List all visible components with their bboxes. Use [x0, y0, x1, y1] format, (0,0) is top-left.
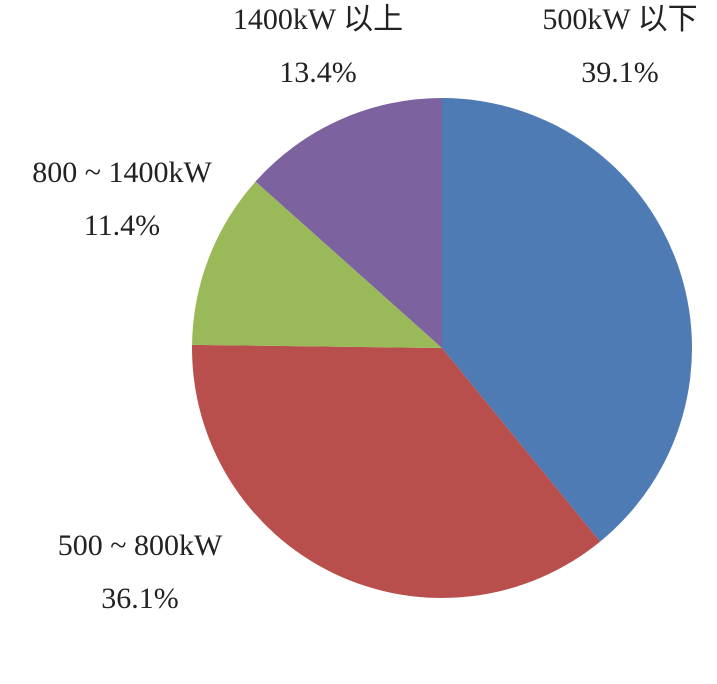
pie-slice — [442, 98, 693, 542]
pie-slice — [255, 97, 442, 348]
slice-value: 11.4% — [84, 209, 160, 242]
slice-value: 39.1% — [581, 56, 659, 89]
slice-label: 500 ~ 800kW — [58, 529, 223, 562]
pie-slice — [192, 344, 601, 599]
slice-value: 13.4% — [279, 56, 357, 89]
slice-value: 36.1% — [101, 582, 179, 615]
slice-label: 800 ~ 1400kW — [32, 156, 212, 189]
slice-label: 1400kW 以上 — [233, 3, 403, 36]
slice-label: 500kW 以下 — [542, 3, 697, 36]
pie-slice — [192, 181, 442, 348]
